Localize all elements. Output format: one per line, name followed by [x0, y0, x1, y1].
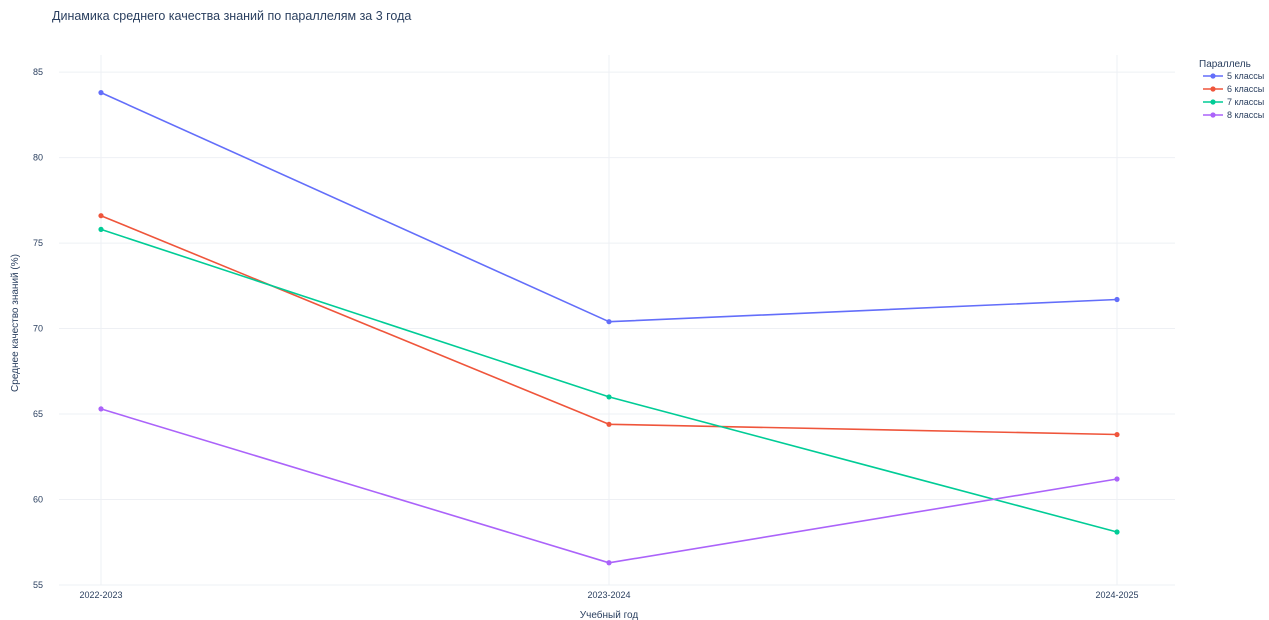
- x-axis-ticks: 2022-2023 2023-2024 2024-2025: [79, 590, 1138, 600]
- legend-swatch-marker: [1210, 73, 1216, 79]
- y-tick-label: 65: [33, 409, 43, 419]
- y-tick-label: 80: [33, 153, 43, 163]
- legend-swatch-marker: [1210, 86, 1216, 92]
- legend-item[interactable]: 5 классы: [1203, 71, 1264, 81]
- data-point: [606, 560, 612, 566]
- y-axis-label: Среднее качество знаний (%): [10, 254, 21, 392]
- legend-swatch-marker: [1210, 99, 1216, 105]
- legend: Параллель 5 классы 6 классы 7 классы 8 клас…: [1199, 59, 1264, 120]
- legend-item[interactable]: 7 классы: [1203, 97, 1264, 107]
- legend-item[interactable]: 6 классы: [1203, 84, 1264, 94]
- x-axis-label: Учебный год: [580, 609, 639, 620]
- legend-items: 5 классы 6 классы 7 классы 8 классы: [1203, 71, 1264, 120]
- y-tick-label: 60: [33, 495, 43, 505]
- data-point: [98, 226, 104, 232]
- data-point: [606, 319, 612, 325]
- y-tick-label: 85: [33, 67, 43, 77]
- data-point: [606, 421, 612, 427]
- data-point: [98, 90, 104, 96]
- data-point: [1114, 529, 1120, 535]
- legend-label: 6 классы: [1227, 84, 1264, 94]
- y-tick-label: 75: [33, 238, 43, 248]
- data-point: [1114, 296, 1120, 303]
- chart-title: Динамика среднего качества знаний по пар…: [52, 9, 411, 23]
- data-point: [98, 213, 104, 219]
- x-tick-label: 2022-2023: [79, 590, 122, 600]
- data-point: [606, 394, 612, 400]
- y-tick-label: 55: [33, 580, 43, 590]
- legend-label: 5 классы: [1227, 71, 1264, 81]
- legend-item[interactable]: 8 классы: [1203, 110, 1264, 120]
- gridlines: [59, 55, 1175, 586]
- legend-title: Параллель: [1199, 59, 1251, 70]
- y-axis-ticks: 55 60 65 70 75 80 85: [33, 67, 43, 590]
- x-tick-label: 2024-2025: [1095, 590, 1138, 600]
- y-tick-label: 70: [33, 324, 43, 334]
- legend-swatch-marker: [1210, 112, 1216, 118]
- data-point: [1114, 476, 1120, 482]
- data-point: [98, 406, 104, 412]
- data-point: [1114, 431, 1120, 438]
- x-tick-label: 2023-2024: [587, 590, 630, 600]
- legend-label: 8 классы: [1227, 110, 1264, 120]
- series-markers: [98, 90, 1120, 566]
- legend-label: 7 классы: [1227, 97, 1264, 107]
